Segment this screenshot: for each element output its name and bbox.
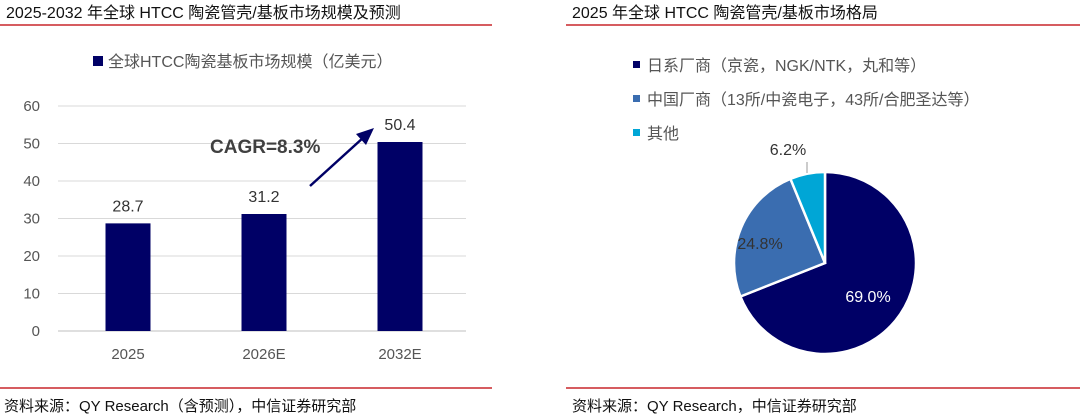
x-tick-label: 2025 [111,346,144,363]
y-tick-label: 40 [23,173,40,190]
y-tick-label: 20 [23,248,40,265]
bar-chart-title: 2025-2032 年全球 HTCC 陶瓷管壳/基板市场规模及预测 [6,4,401,22]
bar-2032E [377,142,423,331]
pie-legend-swatch [633,95,640,102]
bar-data-label: 28.7 [112,198,143,215]
y-tick-label: 0 [32,323,40,340]
bar-2026E [241,214,287,331]
pie-legend-swatch [633,129,640,136]
y-tick-label: 60 [23,98,40,115]
pie-chart-title: 2025 年全球 HTCC 陶瓷管壳/基板市场格局 [572,4,878,22]
y-tick-label: 10 [23,286,40,303]
bar-source: 资料来源：QY Research（含预测），中信证券研究部 [4,398,356,415]
x-tick-label: 2026E [242,346,285,363]
y-tick-label: 30 [23,211,40,228]
pie-legend-label: 日系厂商（京瓷，NGK/NTK，丸和等） [647,57,926,75]
x-tick-label: 2032E [378,346,421,363]
bar-legend-label: 全球HTCC陶瓷基板市场规模（亿美元） [108,53,392,71]
pie-slice-0 [738,170,918,356]
pie-slice-2 [788,170,827,264]
pie-legend-label: 中国厂商（13所/中瓷电子，43所/合肥圣达等） [647,91,980,109]
bar-data-label: 31.2 [248,189,279,206]
bar-2025 [105,223,151,331]
y-tick-label: 50 [23,136,40,153]
bar-legend-swatch [93,56,103,66]
pie-legend-label: 其他 [647,125,679,143]
pie-data-label: 6.2% [770,142,806,159]
bar-data-label: 50.4 [384,117,415,134]
cagr-arrow [309,128,374,187]
cagr-annotation: CAGR=8.3% [210,137,320,158]
pie-legend-swatch [633,61,640,68]
pie-data-label: 69.0% [845,289,890,306]
pie-data-label: 24.8% [737,236,782,253]
pie-source: 资料来源：QY Research，中信证券研究部 [572,398,857,415]
